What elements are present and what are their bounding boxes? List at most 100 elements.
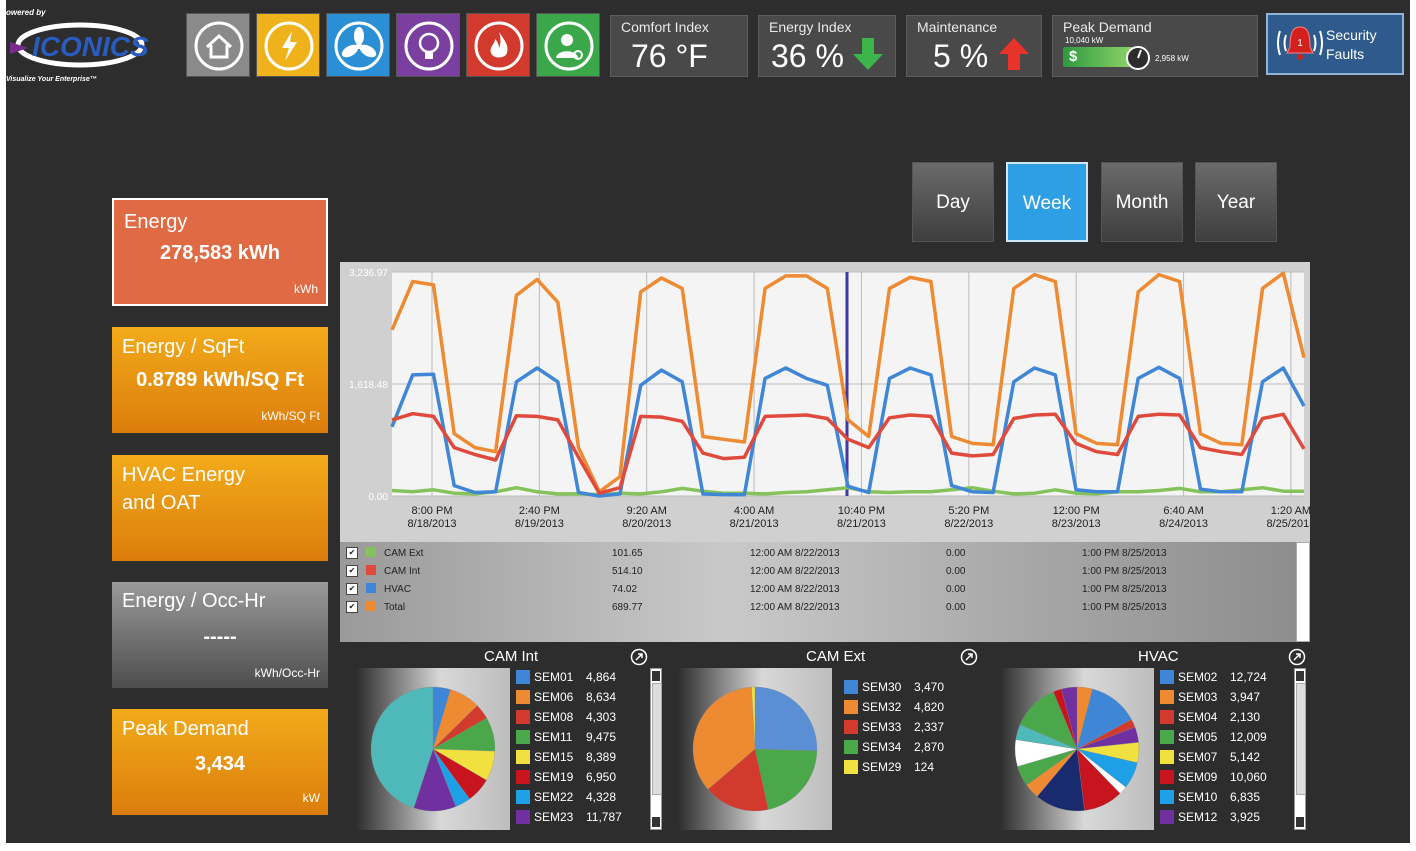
x-tick-date: 8/18/2013 <box>408 518 457 530</box>
iconics-logo: owered by ICONICS Visualize Your Enterpr… <box>6 6 182 86</box>
peak-demand-tile[interactable]: Peak Demand 3,434 kW <box>112 709 328 815</box>
legend-swatch <box>844 680 858 694</box>
pie-chart-cam-int[interactable] <box>356 668 510 830</box>
nav-energy-button[interactable] <box>256 13 320 77</box>
security-faults-button[interactable]: 1 Security Faults <box>1266 13 1404 75</box>
expand-icon[interactable] <box>1288 648 1306 666</box>
expand-icon[interactable] <box>960 648 978 666</box>
pie-legend-item: SEM29 124 <box>844 758 984 778</box>
peak-demand-card[interactable]: Peak Demand 10,040 kW $ 2,958 kW <box>1052 15 1258 77</box>
legend-value: 2,130 <box>1230 710 1261 724</box>
pie-slice <box>370 686 434 809</box>
legend-value: 8,634 <box>586 690 617 704</box>
legend-value: 124 <box>914 760 935 774</box>
scroll-thumb[interactable] <box>1296 683 1306 795</box>
pie-chart-cam-ext[interactable] <box>678 668 832 830</box>
peak-demand-label: Peak Demand <box>1063 19 1152 35</box>
tagline: Visualize Your Enterprise™ <box>6 76 97 83</box>
security-faults-label: Security Faults <box>1326 27 1377 62</box>
comfort-index-card[interactable]: Comfort Index 76 °F <box>610 15 748 77</box>
series-checkbox[interactable]: ✔ <box>346 583 358 595</box>
legend-name: SEM34 <box>862 740 902 754</box>
expand-icon[interactable] <box>630 648 648 666</box>
legend-swatch <box>516 810 530 824</box>
x-tick-time: 1:20 AM <box>1271 505 1310 517</box>
series-checkbox[interactable]: ✔ <box>346 547 358 559</box>
series-min: 0.00 <box>946 602 966 613</box>
maintenance-card[interactable]: Maintenance 5 % <box>906 15 1042 77</box>
legend-name: SEM06 <box>534 690 574 704</box>
pie-legend-item: SEM06 8,634 <box>516 688 656 708</box>
legend-value: 4,303 <box>586 710 617 724</box>
series-line-hvac <box>390 365 1306 498</box>
y-tick-label: 1,618.48 <box>349 380 388 391</box>
scroll-thumb[interactable] <box>652 683 662 795</box>
arrow-up-icon <box>999 38 1029 70</box>
legend-value: 6,950 <box>586 770 617 784</box>
pie-legend-scrollbar[interactable] <box>1294 668 1306 830</box>
x-tick-date: 8/19/2013 <box>515 518 564 530</box>
series-min: 0.00 <box>946 584 966 595</box>
series-value: 514.10 <box>612 566 643 577</box>
x-tick-time: 9:20 AM <box>627 505 667 517</box>
series-name: HVAC <box>384 584 412 595</box>
legend-value: 11,787 <box>586 810 622 824</box>
period-week-button[interactable]: Week <box>1006 162 1088 242</box>
energy-sqft-title: Energy / SqFt <box>122 336 245 358</box>
series-start-time: 12:00 AM 8/22/2013 <box>750 584 840 595</box>
flame-icon <box>474 21 524 71</box>
x-tick-date: 8/20/2013 <box>622 518 671 530</box>
peak-demand-tile-value: 3,434 <box>194 753 246 775</box>
legend-name: SEM32 <box>862 700 902 714</box>
period-month-button[interactable]: Month <box>1101 162 1183 242</box>
series-min: 0.00 <box>946 548 966 559</box>
series-value: 74.02 <box>612 584 638 595</box>
nav-maintenance-button[interactable] <box>536 13 600 77</box>
energy-tile-value: 278,583 kWh <box>159 242 281 264</box>
pie-legend-scrollbar[interactable] <box>650 668 662 830</box>
energy-tile-title: Energy <box>124 211 188 233</box>
legend-name: SEM11 <box>534 730 573 744</box>
legend-name: SEM33 <box>862 720 902 734</box>
logo-text: ICONICS <box>32 31 149 62</box>
legend-name: SEM08 <box>534 710 574 724</box>
energy-occ-tile[interactable]: Energy / Occ-Hr ----- kWh/Occ-Hr <box>112 582 328 688</box>
nav-hvac-button[interactable] <box>326 13 390 77</box>
series-checkbox[interactable]: ✔ <box>346 565 358 577</box>
pie-legend-item: SEM19 6,950 <box>516 768 656 788</box>
series-name: CAM Ext <box>384 548 424 559</box>
energy-index-card[interactable]: Energy Index 36 % <box>758 15 896 77</box>
series-end-time: 1:00 PM 8/25/2013 <box>1082 566 1167 577</box>
hvac-energy-tile[interactable]: HVAC Energy and OAT <box>112 455 328 561</box>
pie-legend-item: SEM08 4,303 <box>516 708 656 728</box>
peak-demand-tile-title: Peak Demand <box>122 718 249 740</box>
scroll-down-icon[interactable] <box>652 817 660 827</box>
scroll-up-icon[interactable] <box>1296 671 1304 681</box>
alarm-bell-icon: 1 <box>1277 26 1323 60</box>
y-tick-label: 3,236.97 <box>349 268 388 279</box>
scroll-down-icon[interactable] <box>1296 817 1304 827</box>
energy-tile[interactable]: Energy 278,583 kWh kWh <box>112 198 328 306</box>
energy-occ-title: Energy / Occ-Hr <box>122 590 266 612</box>
series-line-cam-int <box>391 411 1306 495</box>
period-year-button[interactable]: Year <box>1195 162 1277 242</box>
period-day-button[interactable]: Day <box>912 162 994 242</box>
energy-sqft-tile[interactable]: Energy / SqFt 0.8789 kWh/SQ Ft kWh/SQ Ft <box>112 327 328 433</box>
series-checkbox[interactable]: ✔ <box>346 601 358 613</box>
scroll-up-icon[interactable] <box>652 671 660 681</box>
series-swatch <box>366 583 376 593</box>
legend-value: 3,470 <box>914 680 945 694</box>
pie-slice <box>754 686 818 752</box>
pie-chart-hvac[interactable] <box>1000 668 1154 830</box>
legend-swatch <box>844 700 858 714</box>
legend-swatch <box>1160 690 1174 704</box>
nav-fire-button[interactable] <box>466 13 530 77</box>
legend-row: ✔ Total 689.77 12:00 AM 8/22/2013 0.00 1:00 P… <box>340 599 1220 617</box>
legend-scrollbar[interactable] <box>1296 542 1310 642</box>
legend-value: 10,060 <box>1230 770 1267 784</box>
series-name: CAM Int <box>384 566 421 577</box>
nav-lighting-button[interactable] <box>396 13 460 77</box>
pie-legend-item: SEM05 12,009 <box>1160 728 1300 748</box>
nav-home-button[interactable] <box>186 13 250 77</box>
